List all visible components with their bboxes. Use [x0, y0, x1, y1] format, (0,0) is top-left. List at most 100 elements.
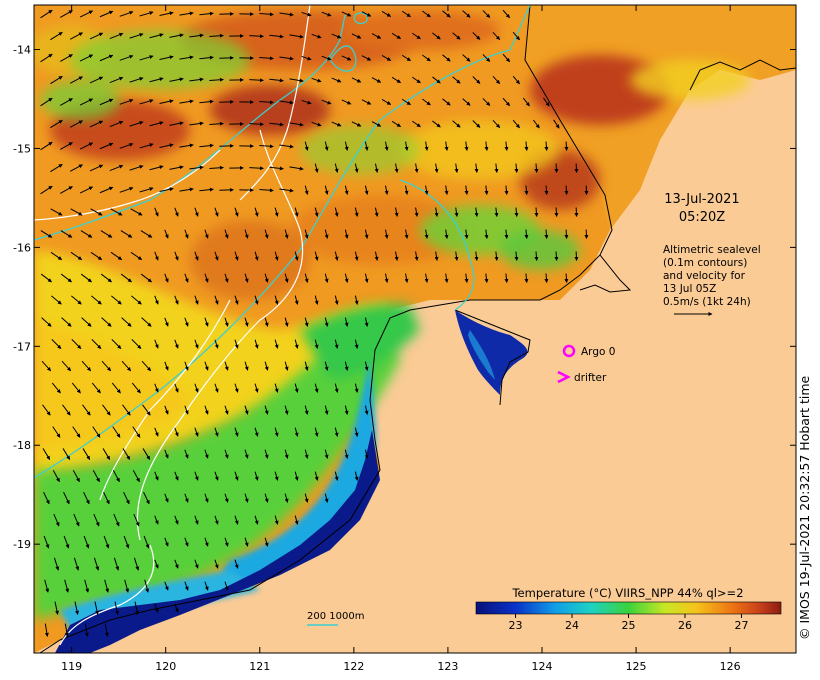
- velocity-arrow: [422, 54, 431, 62]
- velocity-arrow: [92, 470, 100, 483]
- velocity-arrow: [331, 77, 342, 83]
- velocity-arrow: [249, 122, 264, 127]
- velocity-arrow: [204, 273, 209, 283]
- velocity-arrow: [204, 317, 209, 327]
- velocity-arrow: [254, 515, 259, 525]
- velocity-arrow: [502, 97, 511, 107]
- velocity-arrow: [464, 229, 469, 239]
- velocity-arrow: [184, 229, 189, 239]
- velocity-arrow: [194, 559, 199, 569]
- velocity-arrow: [354, 295, 359, 305]
- velocity-arrow: [314, 339, 319, 349]
- velocity-arrow: [139, 99, 154, 105]
- velocity-arrow: [264, 273, 269, 283]
- velocity-arrow: [361, 11, 372, 17]
- y-tick-label: -14: [13, 44, 31, 57]
- velocity-arrow: [254, 207, 259, 217]
- velocity-arrow: [154, 339, 159, 349]
- velocity-arrow: [442, 98, 451, 106]
- velocity-arrow: [140, 230, 153, 238]
- velocity-arrow: [472, 120, 481, 128]
- x-tick-label: 124: [532, 660, 553, 673]
- velocity-arrow: [254, 427, 259, 437]
- velocity-arrow: [364, 449, 369, 459]
- velocity-arrow: [504, 141, 509, 151]
- velocity-arrow: [304, 141, 309, 151]
- velocity-arrow: [321, 11, 332, 17]
- drifter-marker-icon: [557, 370, 571, 384]
- velocity-arrow: [53, 513, 60, 527]
- velocity-arrow: [204, 537, 209, 547]
- velocity-arrow: [154, 251, 159, 261]
- velocity-arrow: [289, 166, 304, 171]
- velocity-arrow: [149, 121, 164, 127]
- velocity-arrow: [164, 493, 169, 503]
- x-tick-label: 125: [626, 660, 647, 673]
- velocity-arrow: [249, 166, 264, 171]
- y-tick-label: -16: [13, 241, 31, 254]
- velocity-arrow: [102, 404, 111, 416]
- velocity-arrow: [394, 163, 399, 173]
- velocity-arrow: [564, 229, 569, 239]
- velocity-arrow: [224, 581, 229, 591]
- velocity-arrow: [284, 229, 289, 239]
- velocity-arrow: [324, 141, 329, 151]
- velocity-arrow: [81, 317, 92, 327]
- velocity-arrow: [304, 449, 309, 459]
- velocity-arrow: [83, 491, 90, 505]
- velocity-arrow: [174, 251, 179, 261]
- velocity-arrow: [214, 251, 219, 261]
- velocity-arrow: [324, 493, 329, 503]
- velocity-arrow: [123, 535, 130, 549]
- velocity-arrow: [50, 75, 63, 85]
- velocity-arrow: [254, 295, 259, 305]
- velocity-arrow: [90, 208, 103, 216]
- velocity-arrow: [184, 449, 189, 459]
- velocity-arrow: [174, 515, 179, 525]
- velocity-arrow: [534, 207, 539, 217]
- velocity-arrow: [41, 317, 52, 327]
- velocity-arrow: [324, 317, 329, 327]
- velocity-arrow: [432, 120, 441, 128]
- velocity-arrow: [254, 471, 259, 481]
- velocity-arrow: [341, 99, 352, 105]
- velocity-arrow: [194, 471, 199, 481]
- velocity-arrow: [304, 185, 309, 195]
- velocity-arrow: [71, 339, 82, 349]
- velocity-arrow: [294, 471, 299, 481]
- velocity-arrow: [174, 603, 179, 613]
- velocity-arrow: [351, 121, 362, 127]
- altimetry-line-3: and velocity for: [663, 270, 746, 282]
- velocity-arrow: [341, 11, 352, 17]
- velocity-arrow: [424, 273, 429, 283]
- velocity-arrow: [364, 229, 369, 239]
- velocity-arrow: [264, 361, 269, 371]
- velocity-arrow: [321, 99, 332, 105]
- velocity-arrow: [60, 54, 73, 62]
- velocity-arrow: [154, 295, 159, 305]
- velocity-arrow: [133, 557, 140, 571]
- velocity-arrow: [284, 317, 289, 327]
- velocity-arrow: [79, 10, 94, 18]
- velocity-arrow: [79, 54, 94, 62]
- velocity-arrow: [129, 165, 144, 171]
- velocity-arrow: [524, 141, 529, 151]
- velocity-arrow: [214, 339, 219, 349]
- velocity-arrow: [484, 273, 489, 283]
- velocity-arrow: [159, 55, 174, 61]
- velocity-arrow: [99, 186, 114, 194]
- velocity-arrow: [264, 537, 269, 547]
- velocity-arrow: [113, 557, 120, 571]
- velocity-arrow: [274, 383, 279, 393]
- velocity-arrow: [334, 295, 339, 305]
- velocity-arrow: [264, 493, 269, 503]
- velocity-arrow: [284, 493, 289, 503]
- velocity-arrow: [174, 295, 179, 305]
- velocity-arrow: [462, 10, 471, 18]
- velocity-arrow: [452, 76, 461, 84]
- velocity-arrow: [159, 187, 174, 193]
- velocity-arrow: [334, 471, 339, 481]
- velocity-arrow: [154, 559, 159, 569]
- velocity-arrow: [154, 427, 159, 437]
- colorbar-tick-label: 24: [565, 619, 579, 632]
